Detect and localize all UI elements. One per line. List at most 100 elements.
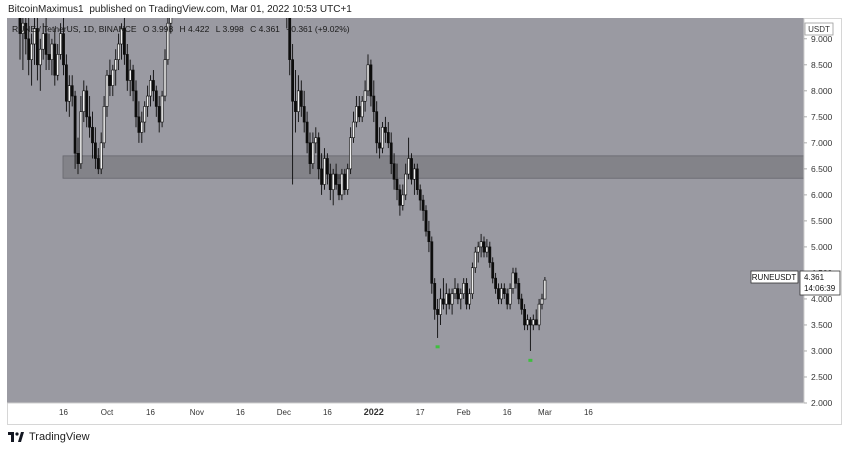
candle [468, 288, 471, 310]
candle [427, 220, 431, 253]
candle [111, 64, 115, 97]
y-tick-label: 6.000 [811, 190, 833, 200]
candle [381, 122, 384, 154]
candle [35, 18, 39, 81]
author-name[interactable]: BitcoinMaximus1 [8, 4, 84, 15]
candle [311, 132, 315, 169]
candle [520, 293, 524, 315]
candle [352, 111, 355, 143]
currency-label[interactable]: USDT [804, 22, 834, 36]
candle [320, 153, 324, 195]
candle [343, 168, 347, 195]
candle [447, 288, 451, 310]
candle [131, 64, 135, 102]
candle [534, 309, 538, 326]
candle [488, 241, 492, 268]
candle [128, 59, 132, 97]
candle [149, 75, 152, 107]
candle [47, 33, 51, 71]
candle [314, 127, 318, 154]
y-tick-label: 7.000 [811, 138, 833, 148]
candle [363, 80, 367, 112]
candle [410, 153, 413, 185]
candle [482, 236, 486, 258]
candle [360, 96, 364, 123]
y-tick-label: 4.000 [811, 294, 833, 304]
currency-text: USDT [808, 25, 830, 34]
price-axis[interactable]: 2.0002.5003.0003.5004.0004.5005.0005.500… [803, 18, 833, 408]
candle [543, 276, 547, 300]
x-tick-label: 2022 [364, 407, 384, 417]
candle [415, 163, 419, 195]
candle [453, 278, 457, 299]
y-tick-label: 6.500 [811, 164, 833, 174]
candle [82, 80, 86, 123]
candle [424, 205, 428, 237]
candle [349, 127, 353, 175]
footer-brand[interactable]: TradingView [29, 431, 90, 443]
support-zone [62, 155, 805, 179]
x-tick-label: Feb [457, 408, 471, 417]
candle [169, 18, 173, 34]
candle [24, 18, 28, 55]
candle [462, 278, 466, 299]
candle [340, 168, 344, 201]
candle [64, 54, 68, 112]
candle [123, 18, 126, 65]
y-tick-label: 2.000 [811, 398, 833, 408]
candle [366, 54, 370, 97]
candle [511, 267, 515, 294]
candle [514, 267, 518, 289]
candle [102, 96, 106, 149]
y-tick-label: 5.000 [811, 242, 833, 252]
candle [146, 85, 150, 117]
candle [160, 90, 164, 128]
candle [378, 127, 382, 159]
candle [21, 18, 25, 71]
x-tick-label: 16 [236, 408, 245, 417]
candle [30, 33, 34, 86]
candle [140, 111, 144, 143]
candle [502, 283, 506, 299]
candle [325, 153, 329, 185]
candle [369, 59, 373, 107]
candle [418, 184, 422, 211]
candle [152, 70, 155, 102]
markers-group [435, 345, 533, 362]
candle [18, 18, 22, 60]
candle [528, 317, 532, 351]
candle [166, 18, 170, 65]
candle [436, 298, 440, 338]
published-text: published on TradingView.com, Mar 01, 20… [89, 4, 352, 15]
y-tick-label: 8.000 [811, 86, 833, 96]
candle [67, 75, 71, 117]
candle [430, 236, 434, 294]
candle [157, 96, 161, 133]
candle [134, 80, 138, 128]
candle [334, 163, 338, 190]
candle [386, 122, 390, 149]
symbol-bar: RUNE / TetherUS, 1D, BINANCE O 3.998 H 4… [12, 24, 350, 34]
candle [491, 257, 495, 284]
candle [456, 283, 460, 305]
candle [470, 262, 474, 299]
price-tag-symbol: RUNEUSDT [752, 273, 797, 282]
candle [523, 304, 527, 331]
x-tick-label: 16 [59, 408, 68, 417]
candle [421, 194, 425, 221]
candle [375, 101, 379, 154]
candle [108, 59, 112, 97]
x-tick-label: Nov [190, 408, 204, 417]
candle [517, 278, 521, 305]
candlestick-chart[interactable]: 2.0002.5003.0003.5004.0004.5005.0005.500… [7, 18, 842, 425]
candle [404, 163, 408, 201]
time-axis[interactable]: 16 Oct 16 Nov 16 Dec 16 2022 17 Feb 16 Mar 16 [7, 402, 804, 417]
plot-area [7, 18, 804, 403]
candle [286, 18, 288, 29]
candle [308, 132, 312, 175]
candle [56, 44, 60, 81]
candle [465, 278, 469, 310]
candle [450, 288, 454, 315]
ohlc-open: O 3.998 [143, 24, 174, 34]
candle [296, 75, 300, 123]
